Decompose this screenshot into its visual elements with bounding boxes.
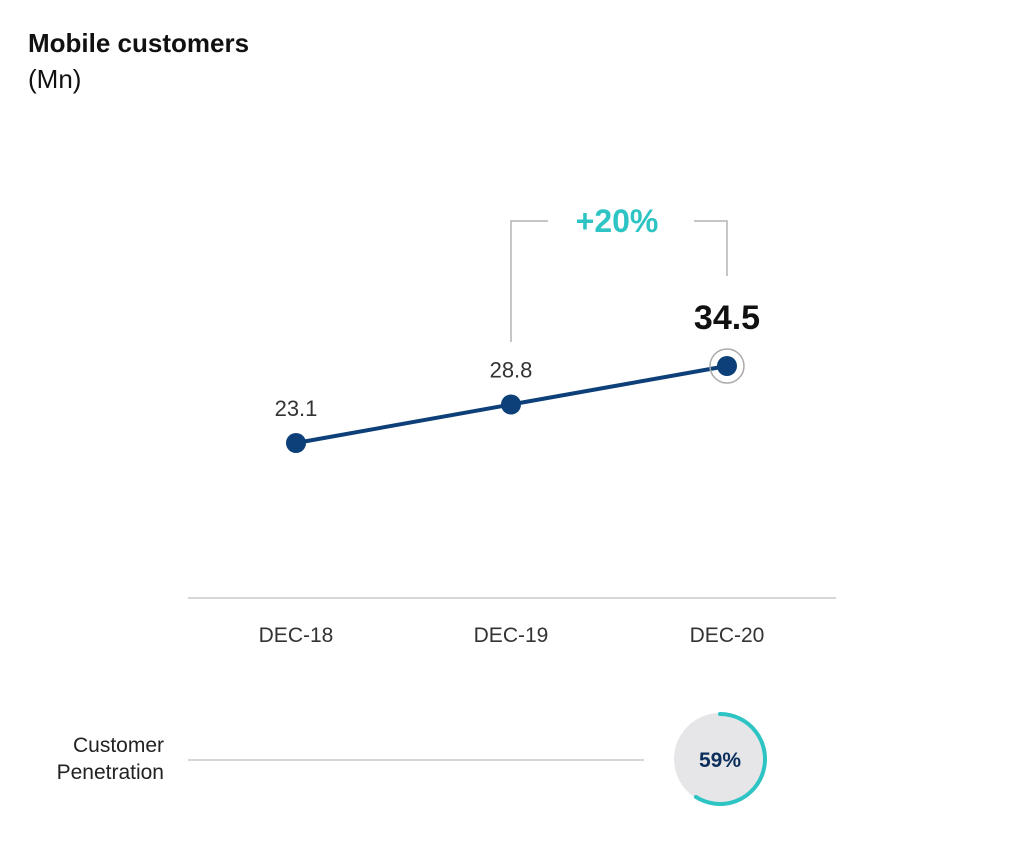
data-label-dec-18: 23.1 (275, 396, 318, 421)
data-label-dec-19: 28.8 (490, 358, 533, 383)
penetration-label-line2: Penetration (56, 761, 164, 784)
bracket-right (694, 220, 728, 276)
data-point-dec-19 (501, 394, 521, 415)
x-tick-dec-20: DEC-20 (690, 624, 765, 647)
chart-unit: (Mn) (28, 64, 82, 94)
penetration-label-line1: Customer (72, 734, 164, 757)
data-label-dec-20: 34.5 (694, 299, 760, 337)
chart-title: Mobile customers (28, 28, 250, 58)
highlight-ring (709, 348, 745, 384)
penetration-value: 59% (699, 749, 741, 772)
growth-annotation: +20% (576, 203, 659, 239)
data-point-dec-20 (717, 356, 737, 376)
x-tick-dec-19: DEC-19 (474, 624, 549, 647)
penetration-gauge: 59% (674, 712, 767, 806)
bracket-left (510, 220, 548, 342)
gauge-arc (693, 712, 767, 806)
x-tick-dec-18: DEC-18 (259, 624, 334, 647)
x-tick-labels: DEC-18 DEC-19 DEC-20 (259, 624, 765, 647)
data-point-dec-18 (286, 433, 306, 453)
penetration-label: Customer Penetration (30, 732, 164, 786)
series-line-group: 23.1 28.8 34.5 (275, 299, 760, 453)
growth-bracket (510, 220, 728, 342)
gauge-fill (674, 713, 766, 805)
